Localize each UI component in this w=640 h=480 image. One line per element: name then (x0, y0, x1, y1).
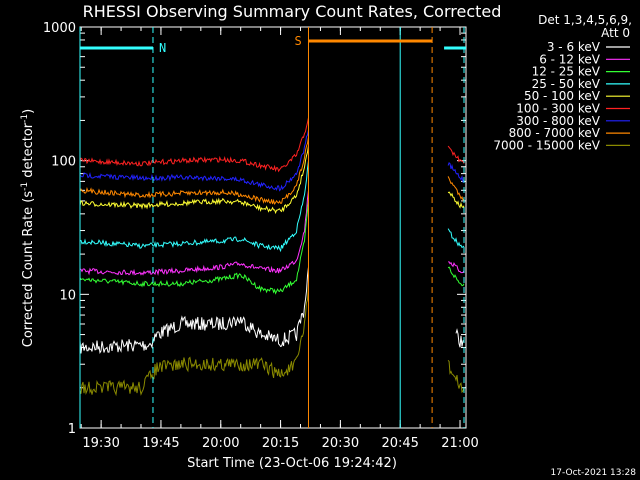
series-line-4 (447, 191, 465, 209)
chart-title: RHESSI Observing Summary Count Rates, Co… (83, 2, 502, 21)
x-tick-label: 20:30 (322, 436, 359, 451)
legend-entry-label: 6 - 12 keV (539, 52, 601, 66)
series-line-0 (79, 266, 309, 354)
y-label-mid: detector (21, 122, 36, 182)
legend-entry-label: 50 - 100 keV (524, 89, 601, 103)
legend-entry-label: 12 - 25 keV (532, 65, 601, 79)
series-line-2 (79, 200, 309, 295)
y-tick-label: 100 (51, 155, 76, 170)
series-line-2 (447, 266, 465, 287)
legend-entry-label: 300 - 800 keV (516, 114, 600, 128)
y-label-main: Corrected Count Rate (s (21, 191, 36, 348)
x-tick-label: 20:00 (202, 436, 239, 451)
series-line-6 (447, 161, 465, 184)
series-line-1 (79, 190, 309, 276)
plot-frame (79, 26, 467, 429)
series-line-8 (79, 283, 309, 397)
y-label-sup-2: -1 (20, 114, 30, 123)
series-line-4 (79, 145, 309, 215)
y-tick-label: 1000 (43, 21, 76, 36)
series-line-8 (447, 359, 465, 394)
series-line-6 (79, 129, 309, 192)
series-line-3 (447, 228, 465, 249)
x-tick-label: 20:45 (381, 436, 418, 451)
y-tick-label: 1 (68, 422, 76, 437)
series-line-3 (79, 160, 309, 253)
legend-entry-label: 7000 - 15000 keV (493, 138, 600, 152)
generation-timestamp: 17-Oct-2021 13:28 (551, 468, 637, 478)
y-axis-label: Corrected Count Rate (s-1 detector-1) (20, 109, 36, 347)
series-layer (79, 117, 465, 397)
series-line-5 (79, 117, 309, 173)
legend-title-line-1: Det 1,3,4,5,6,9, (538, 13, 632, 27)
legend-entry-label: 800 - 7000 keV (509, 126, 601, 140)
series-line-0 (455, 328, 465, 348)
legend-title-line-2: Att 0 (601, 26, 630, 40)
series-line-1 (448, 261, 465, 274)
night-label: N (159, 41, 166, 55)
x-tick-label: 21:00 (441, 436, 478, 451)
saa-label: S (294, 34, 301, 48)
x-tick-label: 20:15 (262, 436, 299, 451)
x-tick-label: 19:30 (82, 436, 119, 451)
y-tick-label: 10 (59, 288, 76, 303)
y-label-sup: -1 (20, 182, 30, 191)
y-label-tail: ) (21, 109, 36, 114)
legend-entry-label: 25 - 50 keV (532, 77, 601, 91)
legend-entry-label: 3 - 6 keV (547, 40, 601, 54)
x-axis-label: Start Time (23-Oct-06 19:24:42) (187, 456, 397, 471)
series-line-5 (447, 145, 465, 164)
series-line-7 (79, 137, 309, 206)
x-tick-label: 19:45 (142, 436, 179, 451)
legend-entry-label: 100 - 300 keV (516, 102, 600, 116)
series-line-7 (447, 176, 465, 202)
